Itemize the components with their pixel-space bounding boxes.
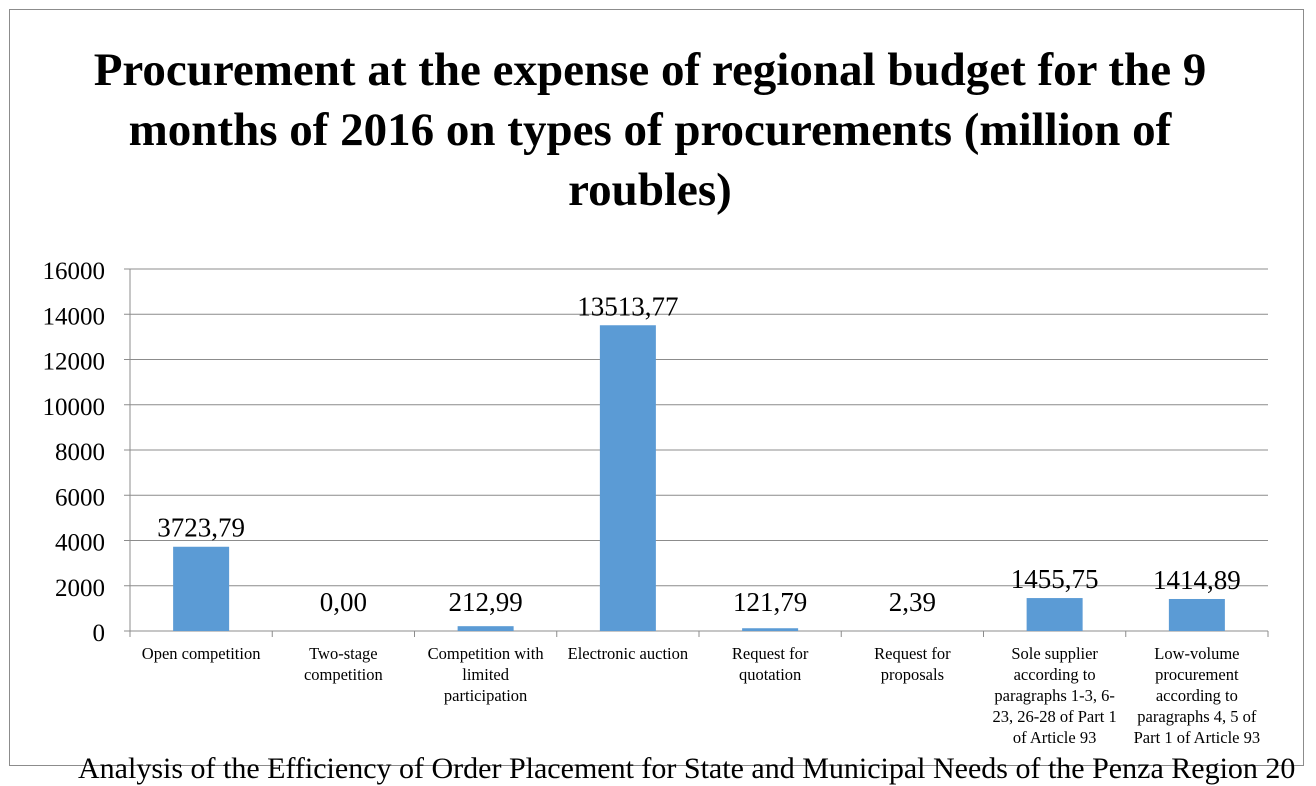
y-tick-label: 2000 — [55, 575, 105, 602]
bar — [600, 325, 656, 631]
y-tick-label: 14000 — [43, 303, 106, 330]
x-tick-label-line: Electronic auction — [568, 644, 689, 663]
gridlines — [130, 269, 1268, 586]
y-tick-labels: 0 2000 4000 6000 8000 10000 12000 14000 16000 — [43, 258, 106, 647]
y-tick-label: 10000 — [43, 394, 106, 421]
data-labels: 3723,79 0,00 212,99 13513,77 121,79 2,39 1455,… — [157, 291, 1241, 617]
x-tick-labels: Open competition Two-stage competition Comp… — [142, 644, 1260, 747]
y-tick-label: 0 — [93, 620, 106, 647]
data-label: 3723,79 — [157, 513, 245, 543]
x-tick-label-line: Competition with — [428, 644, 545, 663]
x-tick-label-line: Request for — [874, 644, 951, 663]
x-tick-label: Open competition — [142, 644, 261, 663]
x-tick-label-line: Request for — [732, 644, 809, 663]
y-tick-label: 8000 — [55, 439, 105, 466]
x-tick-label-line: according to — [1014, 665, 1096, 684]
x-tick-label-line: procurement — [1155, 665, 1239, 684]
data-label: 121,79 — [733, 587, 807, 617]
x-tick-label: Sole supplier according to paragraphs 1-3,… — [993, 644, 1117, 747]
y-tick-label: 16000 — [43, 258, 106, 285]
x-tick-label: Electronic auction — [568, 644, 689, 663]
x-tick-label-line: Low-volume — [1154, 644, 1239, 663]
x-tick-label-line: according to — [1156, 686, 1238, 705]
x-tick-label-line: quotation — [739, 665, 801, 684]
x-tick-label-line: Part 1 of Article 93 — [1134, 728, 1260, 747]
x-tick-label: Competition with limited participation — [428, 644, 545, 705]
x-tick-label-line: paragraphs 1-3, 6- — [994, 686, 1115, 705]
data-label: 1414,89 — [1153, 565, 1241, 595]
footer-caption: Analysis of the Efficiency of Order Plac… — [78, 752, 1295, 786]
x-tick-label-line: of Article 93 — [1013, 728, 1096, 747]
y-tick-label: 4000 — [55, 530, 105, 557]
x-tick-label-line: paragraphs 4, 5 of — [1137, 707, 1257, 726]
x-tick-label-line: Two-stage — [309, 644, 378, 663]
data-label: 212,99 — [449, 587, 523, 617]
x-tick-label: Two-stage competition — [304, 644, 383, 684]
x-tick-label-line: Open competition — [142, 644, 261, 663]
y-tick-label: 6000 — [55, 484, 105, 511]
bar — [173, 547, 229, 631]
bar — [742, 628, 798, 631]
x-tick-label-line: competition — [304, 665, 383, 684]
x-tick-label-line: Sole supplier — [1011, 644, 1098, 663]
x-tick-label-line: proposals — [881, 665, 944, 684]
bar — [458, 626, 514, 631]
x-tick-label-line: limited — [462, 665, 509, 684]
bar — [1027, 598, 1083, 631]
bar — [1169, 599, 1225, 631]
x-tick-label: Request for quotation — [732, 644, 809, 684]
x-tick-label-line: participation — [444, 686, 527, 705]
data-label: 2,39 — [889, 587, 936, 617]
data-label: 0,00 — [320, 587, 367, 617]
y-tick-label: 12000 — [43, 349, 106, 376]
x-tick-label-line: 23, 26-28 of Part 1 — [993, 707, 1117, 726]
data-label: 1455,75 — [1011, 564, 1099, 594]
x-tick-label: Low-volume procurement according to paragra… — [1134, 644, 1260, 747]
data-label: 13513,77 — [577, 291, 678, 321]
x-tick-label: Request for proposals — [874, 644, 951, 684]
